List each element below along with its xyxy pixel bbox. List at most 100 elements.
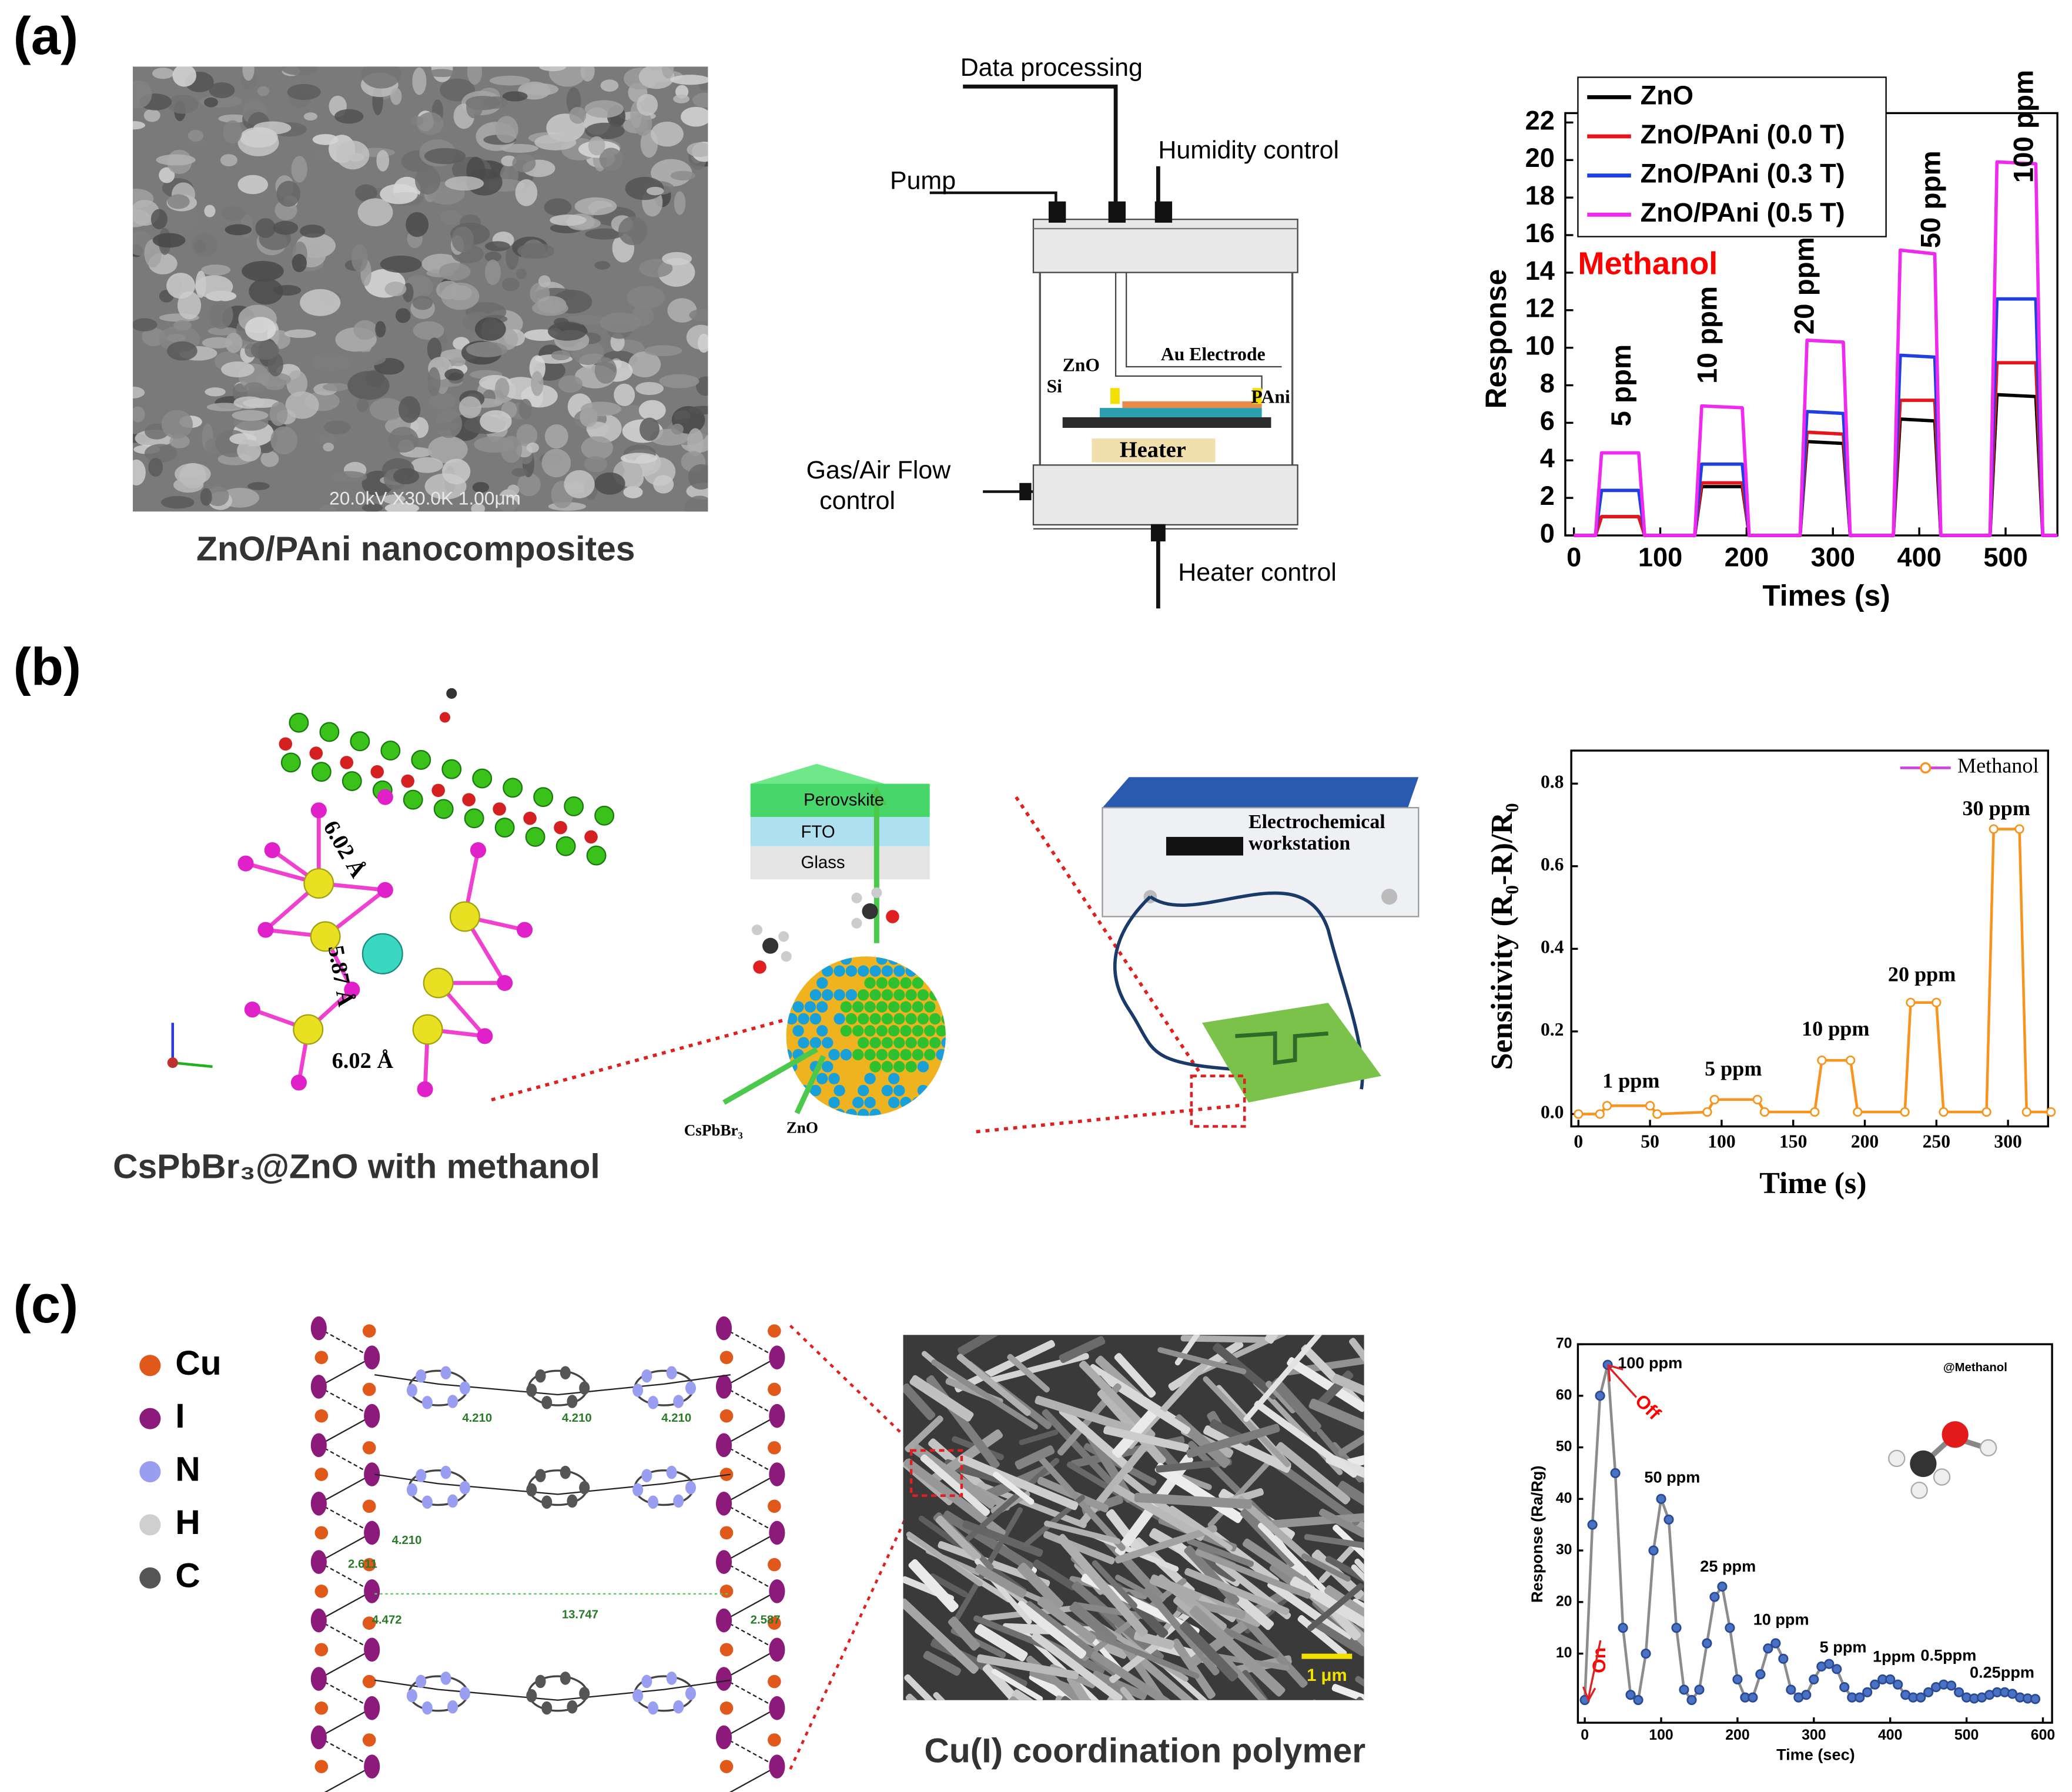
atom: [632, 1689, 644, 1703]
rod: [976, 1654, 1079, 1680]
rod: [1169, 1505, 1233, 1551]
x-axis-label: Time (sec): [1776, 1746, 1855, 1764]
atom: [845, 1061, 858, 1073]
atom: [377, 882, 393, 898]
distance-label: 4.210: [462, 1412, 492, 1425]
atom: [541, 1701, 553, 1715]
grain: [516, 424, 538, 447]
grain: [580, 401, 621, 417]
data-point: [1652, 1109, 1662, 1119]
rod: [1127, 1361, 1208, 1449]
grain: [380, 255, 422, 273]
y-axis-label: Sensitivity (R₀-R)/R₀: [1485, 803, 1519, 1070]
atom: [641, 1674, 652, 1689]
atom: [816, 1073, 828, 1084]
grain: [132, 459, 146, 486]
atom: [845, 1037, 858, 1049]
atom: [416, 1674, 427, 1689]
atom: [822, 989, 834, 1001]
bond: [318, 1707, 373, 1738]
grain: [233, 396, 265, 409]
atom: [900, 1025, 912, 1037]
atom: [526, 1483, 537, 1497]
atom: [237, 855, 254, 872]
grain: [653, 475, 674, 494]
grain: [512, 154, 536, 173]
atom: [828, 1049, 840, 1061]
grain: [242, 260, 284, 282]
rod: [1114, 1633, 1170, 1700]
atom: [917, 1013, 929, 1025]
data-point: [1846, 1055, 1856, 1066]
bond: [374, 1679, 731, 1701]
x-tick-label: 300: [1994, 1131, 2021, 1151]
atom: [310, 1491, 327, 1516]
data-point: [1595, 1391, 1605, 1401]
rod: [1059, 1336, 1106, 1364]
grain: [250, 340, 279, 360]
atom: [719, 1585, 734, 1598]
atom: [936, 1097, 946, 1108]
grain: [584, 100, 624, 118]
atom: [786, 965, 798, 977]
atom: [864, 1001, 876, 1013]
atom: [881, 989, 893, 1001]
panel-label: (b): [14, 637, 81, 696]
grain: [639, 259, 673, 278]
grain: [511, 468, 528, 477]
atom: [586, 845, 607, 866]
rod: [1307, 1583, 1364, 1632]
grain: [200, 264, 231, 276]
atom: [560, 1366, 571, 1379]
data-point: [1709, 1592, 1720, 1602]
atom: [503, 778, 523, 798]
atom: [828, 1025, 840, 1037]
y-tick-label: 0.4: [1541, 937, 1564, 957]
grain: [428, 436, 468, 464]
setup-label: control: [819, 487, 895, 515]
grain: [451, 226, 474, 253]
distance-label: 13.747: [562, 1608, 598, 1621]
atom: [881, 1108, 893, 1116]
atom: [768, 1674, 781, 1689]
grain: [673, 94, 690, 103]
annotation: 1ppm: [1873, 1647, 1915, 1666]
grain: [518, 398, 533, 420]
atom: [929, 989, 941, 1001]
atom: [941, 965, 946, 977]
atom: [362, 1382, 376, 1396]
grain: [284, 329, 316, 339]
grain: [523, 83, 559, 96]
data-point: [1633, 1694, 1643, 1706]
atom: [406, 1483, 417, 1497]
atom: [924, 956, 936, 965]
grain: [132, 80, 152, 109]
data-point: [1595, 1109, 1605, 1119]
x-tick-label: 100: [1649, 1727, 1673, 1743]
data-point: [1862, 1687, 1873, 1697]
atom: [845, 1108, 858, 1116]
atom: [905, 1061, 917, 1073]
grain: [472, 482, 490, 493]
atom: [447, 1700, 458, 1714]
legend-swatch: [139, 1514, 161, 1536]
atom: [840, 1025, 852, 1037]
atom: [584, 830, 598, 844]
rod: [1180, 1621, 1238, 1682]
grain: [232, 410, 269, 421]
atom: [912, 1073, 924, 1084]
data-point: [1679, 1684, 1689, 1695]
atom: [864, 977, 876, 989]
grain: [427, 69, 456, 78]
rod: [1237, 1496, 1311, 1562]
grain: [315, 433, 337, 445]
atom: [526, 1689, 537, 1703]
grain: [480, 410, 512, 433]
x-tick-label: 150: [1779, 1131, 1807, 1151]
grain: [581, 436, 614, 460]
atom: [314, 1351, 329, 1365]
atom: [647, 1495, 659, 1509]
grain: [585, 122, 625, 139]
atom: [809, 989, 822, 1001]
